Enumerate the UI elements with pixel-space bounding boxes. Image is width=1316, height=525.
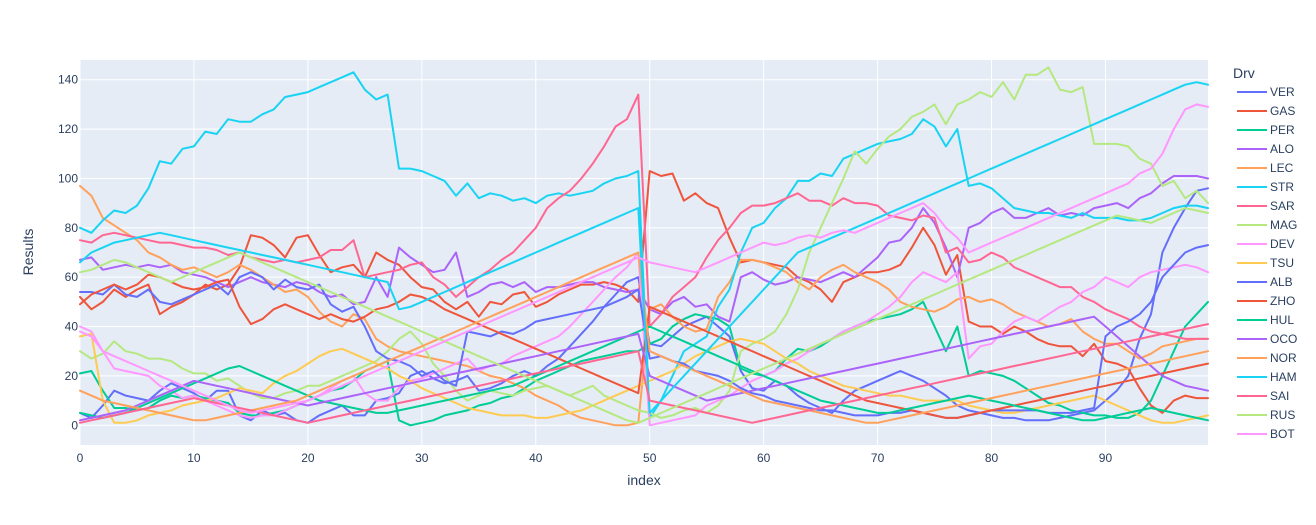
x-axis-tick-labels: 0 10 20 30 40 50 60 70 80 90 [77, 451, 1113, 465]
legend-item-mag[interactable]: MAG [1237, 218, 1297, 232]
series-line-sar [79, 93, 1209, 340]
legend: Drv VER GAS PER ALO LEC STR SAR MAG DEV TSU ALB ZHO… [1233, 65, 1297, 441]
legend-item-rus[interactable]: RUS [1237, 408, 1295, 422]
legend-item-ver[interactable]: VER [1237, 85, 1295, 99]
legend-item-alo[interactable]: ALO [1237, 142, 1294, 156]
series-lines [79, 66, 1209, 427]
y-tick-label: 40 [65, 320, 79, 334]
legend-item-dev[interactable]: DEV [1237, 237, 1295, 251]
legend-label: MAG [1270, 218, 1297, 232]
legend-item-zho[interactable]: ZHO [1237, 294, 1295, 308]
x-tick-label: 90 [1099, 451, 1113, 465]
series-line-sai [79, 323, 1209, 424]
legend-label: HAM [1270, 370, 1297, 384]
y-axis-tick-labels: 0 20 40 60 80 100 120 140 [58, 73, 78, 433]
legend-label: RUS [1270, 408, 1295, 422]
legend-label: ZHO [1270, 294, 1295, 308]
legend-item-bot[interactable]: BOT [1237, 427, 1295, 441]
x-tick-label: 70 [871, 451, 885, 465]
x-tick-label: 50 [643, 451, 657, 465]
series-line-ham [79, 81, 1209, 414]
legend-label: NOR [1270, 351, 1297, 365]
legend-label: DEV [1270, 237, 1295, 251]
legend-item-nor[interactable]: NOR [1237, 351, 1297, 365]
legend-label: TSU [1270, 256, 1294, 270]
y-axis-title: Results [20, 229, 36, 276]
series-line-tsu [79, 332, 1209, 424]
legend-item-per[interactable]: PER [1237, 123, 1295, 137]
y-tick-label: 100 [58, 171, 78, 185]
x-tick-label: 10 [187, 451, 201, 465]
legend-label: SAR [1270, 199, 1295, 213]
x-tick-label: 40 [529, 451, 543, 465]
series-line-hul [79, 325, 1209, 422]
legend-item-alb[interactable]: ALB [1237, 275, 1293, 289]
legend-item-hul[interactable]: HUL [1237, 313, 1294, 327]
legend-item-lec[interactable]: LEC [1237, 161, 1294, 175]
x-axis-title: index [627, 472, 660, 488]
series-line-gas [79, 170, 1209, 414]
series-line-zho [79, 273, 1209, 419]
legend-label: STR [1270, 180, 1294, 194]
legend-item-str[interactable]: STR [1237, 180, 1294, 194]
legend-item-ham[interactable]: HAM [1237, 370, 1297, 384]
x-tick-label: 60 [757, 451, 771, 465]
legend-item-sar[interactable]: SAR [1237, 199, 1295, 213]
legend-label: VER [1270, 85, 1295, 99]
legend-label: ALB [1270, 275, 1293, 289]
y-tick-label: 60 [65, 270, 79, 284]
legend-item-sai[interactable]: SAI [1237, 389, 1289, 403]
series-line-lec [79, 184, 1209, 427]
legend-label: ALO [1270, 142, 1294, 156]
x-tick-label: 0 [77, 451, 84, 465]
series-line-oco [79, 315, 1209, 422]
series-line-dev [79, 251, 1209, 427]
legend-label: SAI [1270, 389, 1289, 403]
legend-label: HUL [1270, 313, 1294, 327]
legend-label: LEC [1270, 161, 1294, 175]
plot-background [80, 60, 1208, 445]
series-line-rus [79, 207, 1209, 424]
legend-item-oco[interactable]: OCO [1237, 332, 1297, 346]
x-tick-label: 80 [985, 451, 999, 465]
legend-label: PER [1270, 123, 1295, 137]
legend-title: Drv [1233, 65, 1255, 81]
legend-item-tsu[interactable]: TSU [1237, 256, 1294, 270]
legend-label: OCO [1270, 332, 1297, 346]
y-tick-label: 80 [65, 221, 79, 235]
x-tick-label: 30 [415, 451, 429, 465]
legend-label: BOT [1270, 427, 1295, 441]
y-tick-label: 120 [58, 122, 78, 136]
y-tick-label: 0 [71, 418, 78, 432]
y-tick-label: 140 [58, 73, 78, 87]
legend-label: GAS [1270, 104, 1295, 118]
legend-item-gas[interactable]: GAS [1237, 104, 1295, 118]
series-line-bot [79, 103, 1209, 414]
series-line-mag [79, 66, 1209, 419]
x-tick-label: 20 [301, 451, 315, 465]
y-tick-label: 20 [65, 369, 79, 383]
